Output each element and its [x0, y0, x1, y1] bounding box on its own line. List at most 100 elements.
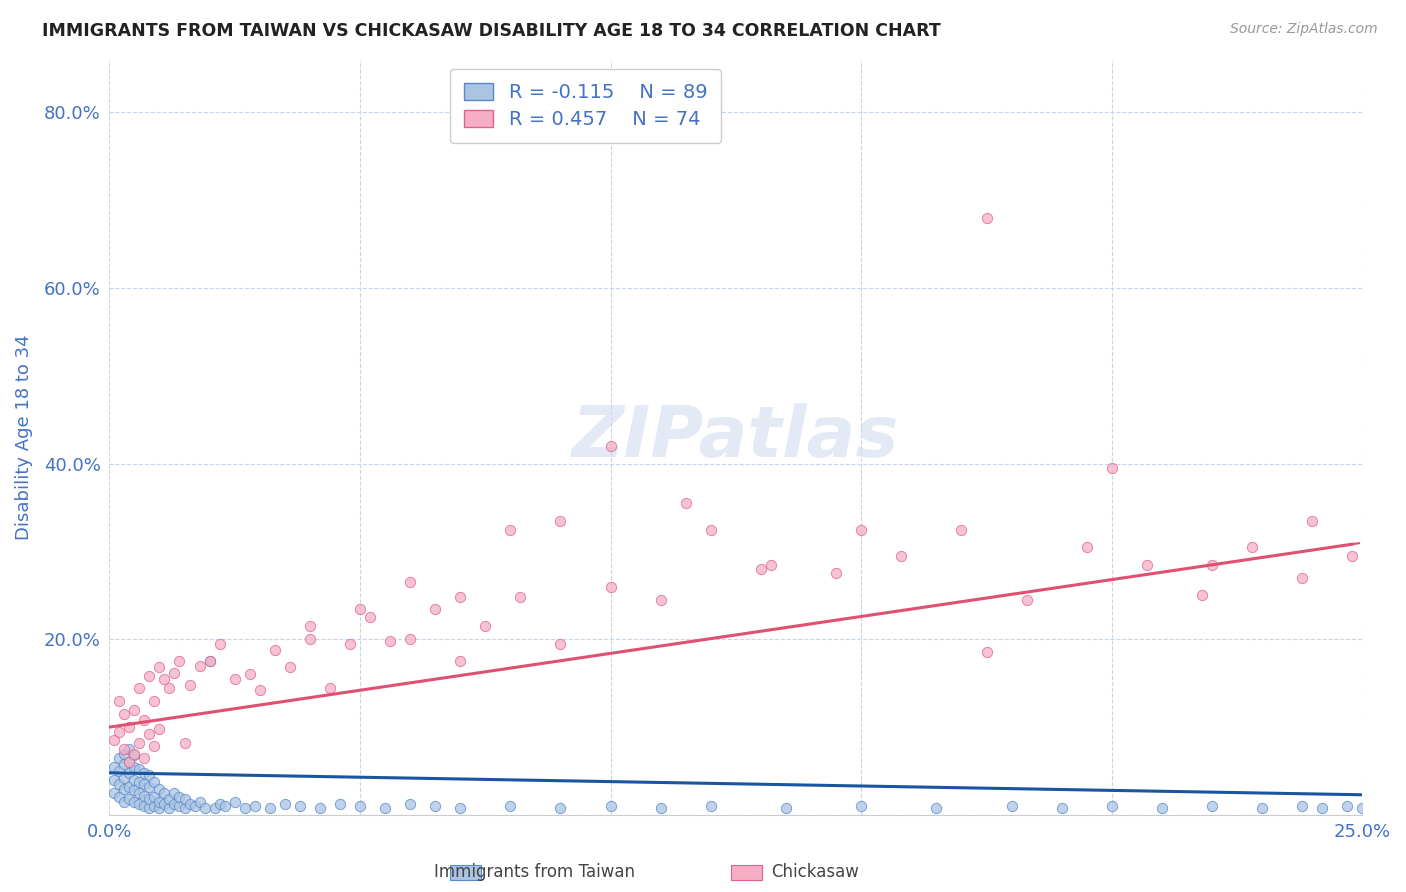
Point [128, 681, 150, 695]
Point [124, 702, 146, 716]
Point [298, 632, 321, 647]
Point [124, 772, 146, 787]
Text: ZIPatlas: ZIPatlas [572, 403, 900, 472]
Point [138, 792, 160, 806]
Point [749, 562, 772, 576]
Point [179, 797, 201, 812]
Point [103, 772, 125, 787]
Point [308, 801, 330, 815]
Point [153, 672, 176, 686]
Point [108, 751, 131, 765]
Point [188, 658, 211, 673]
Point [128, 786, 150, 800]
Point [128, 736, 150, 750]
Point [112, 757, 135, 772]
Point [148, 660, 170, 674]
Point [134, 789, 156, 803]
Point [550, 637, 572, 651]
Point [173, 736, 195, 750]
Point [1341, 549, 1364, 563]
Point [148, 795, 170, 809]
Point [499, 799, 522, 814]
Point [112, 771, 135, 785]
Point [128, 762, 150, 776]
Legend: R = -0.115    N = 89, R = 0.457    N = 74: R = -0.115 N = 89, R = 0.457 N = 74 [450, 70, 721, 143]
Point [163, 665, 186, 680]
Point [976, 211, 998, 225]
Point [148, 781, 170, 796]
Point [851, 799, 873, 814]
Point [169, 654, 191, 668]
Point [198, 654, 221, 668]
Point [224, 672, 246, 686]
Point [1101, 799, 1123, 814]
Point [1291, 571, 1313, 585]
Point [1351, 801, 1374, 815]
Point [890, 549, 912, 563]
Point [925, 801, 948, 815]
Point [259, 801, 281, 815]
Point [173, 801, 195, 815]
Point [134, 799, 156, 814]
Point [399, 575, 422, 590]
Point [208, 797, 231, 812]
Point [359, 610, 381, 624]
Point [118, 780, 141, 794]
Point [399, 632, 422, 647]
Point [118, 742, 141, 756]
Point [599, 439, 621, 453]
Point [1191, 588, 1213, 602]
Point [423, 799, 446, 814]
Point [1301, 514, 1323, 528]
Point [1150, 801, 1173, 815]
Point [103, 786, 125, 800]
Text: Immigrants from Taiwan: Immigrants from Taiwan [434, 863, 634, 881]
Point [143, 739, 166, 754]
Point [108, 790, 131, 805]
Point [112, 706, 135, 721]
Point [143, 774, 166, 789]
Point [108, 724, 131, 739]
Point [208, 637, 231, 651]
Point [339, 637, 361, 651]
Point [298, 619, 321, 633]
Point [249, 683, 271, 698]
Point [1101, 461, 1123, 475]
Text: IMMIGRANTS FROM TAIWAN VS CHICKASAW DISABILITY AGE 18 TO 34 CORRELATION CHART: IMMIGRANTS FROM TAIWAN VS CHICKASAW DISA… [42, 22, 941, 40]
Point [138, 727, 160, 741]
Point [378, 634, 401, 648]
Point [675, 496, 697, 510]
Point [775, 801, 797, 815]
Point [134, 765, 156, 780]
Point [759, 558, 782, 572]
Point [112, 781, 135, 796]
Point [124, 747, 146, 761]
Point [169, 790, 191, 805]
Point [103, 760, 125, 774]
Point [159, 801, 181, 815]
Point [239, 667, 262, 681]
Point [274, 797, 297, 812]
Point [188, 795, 211, 809]
Point [509, 590, 531, 604]
Point [159, 792, 181, 806]
Point [976, 645, 998, 659]
Point [214, 799, 236, 814]
Point [153, 797, 176, 812]
Point [224, 795, 246, 809]
Text: Chickasaw: Chickasaw [772, 863, 859, 881]
Point [163, 786, 186, 800]
Point [278, 660, 301, 674]
Point [143, 799, 166, 814]
Point [449, 801, 471, 815]
Point [1336, 799, 1358, 814]
Point [1241, 540, 1264, 554]
Point [599, 580, 621, 594]
Point [700, 523, 723, 537]
Point [319, 681, 342, 695]
Point [1201, 558, 1223, 572]
Point [1050, 801, 1073, 815]
Point [1310, 801, 1333, 815]
Text: Source: ZipAtlas.com: Source: ZipAtlas.com [1230, 22, 1378, 37]
Point [193, 801, 215, 815]
